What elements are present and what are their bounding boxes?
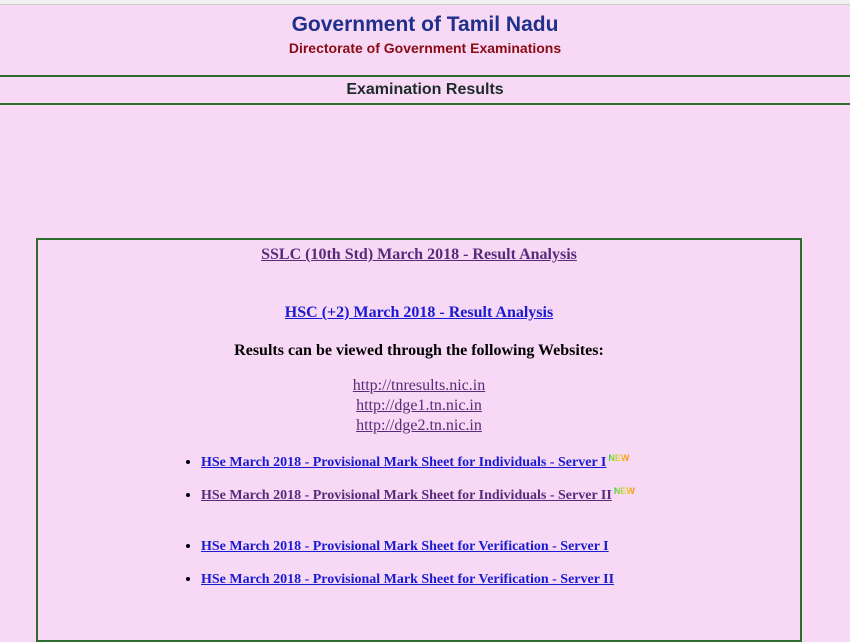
verification-server-2-link[interactable]: HSe March 2018 - Provisional Mark Sheet …	[201, 572, 615, 587]
website-link-dge2[interactable]: http://dge2.tn.nic.in	[356, 417, 482, 434]
list-item: HSe March 2018 - Provisional Mark Sheet …	[201, 486, 800, 504]
individuals-server-1-link[interactable]: HSe March 2018 - Provisional Mark Sheet …	[201, 455, 607, 470]
list-item: HSe March 2018 - Provisional Mark Sheet …	[201, 453, 800, 471]
verification-server-1-link[interactable]: HSe March 2018 - Provisional Mark Sheet …	[201, 539, 609, 554]
list-item: HSe March 2018 - Provisional Mark Sheet …	[201, 570, 800, 588]
new-badge: NEW	[608, 453, 630, 463]
sslc-analysis-link[interactable]: SSLC (10th Std) March 2018 - Result Anal…	[261, 246, 577, 263]
individuals-server-2-link[interactable]: HSe March 2018 - Provisional Mark Sheet …	[201, 488, 612, 503]
hsc-analysis-link[interactable]: HSC (+2) March 2018 - Result Analysis	[284, 304, 554, 321]
page-subtitle: Directorate of Government Examinations	[288, 40, 562, 56]
website-link-dge1[interactable]: http://dge1.tn.nic.in	[356, 397, 482, 414]
page-title: Government of Tamil Nadu	[291, 13, 559, 36]
website-link-tnresults[interactable]: http://tnresults.nic.in	[352, 377, 486, 394]
section-title: Examination Results	[0, 75, 850, 105]
websites-heading: Results can be viewed through the follow…	[234, 342, 604, 359]
new-badge: NEW	[613, 486, 635, 496]
page-header: Government of Tamil Nadu Directorate of …	[0, 5, 850, 75]
results-panel: SSLC (10th Std) March 2018 - Result Anal…	[36, 238, 802, 642]
browser-toolbar-strip	[0, 0, 850, 5]
list-item: HSe March 2018 - Provisional Mark Sheet …	[201, 537, 800, 555]
mark-sheet-links: HSe March 2018 - Provisional Mark Sheet …	[38, 453, 800, 588]
